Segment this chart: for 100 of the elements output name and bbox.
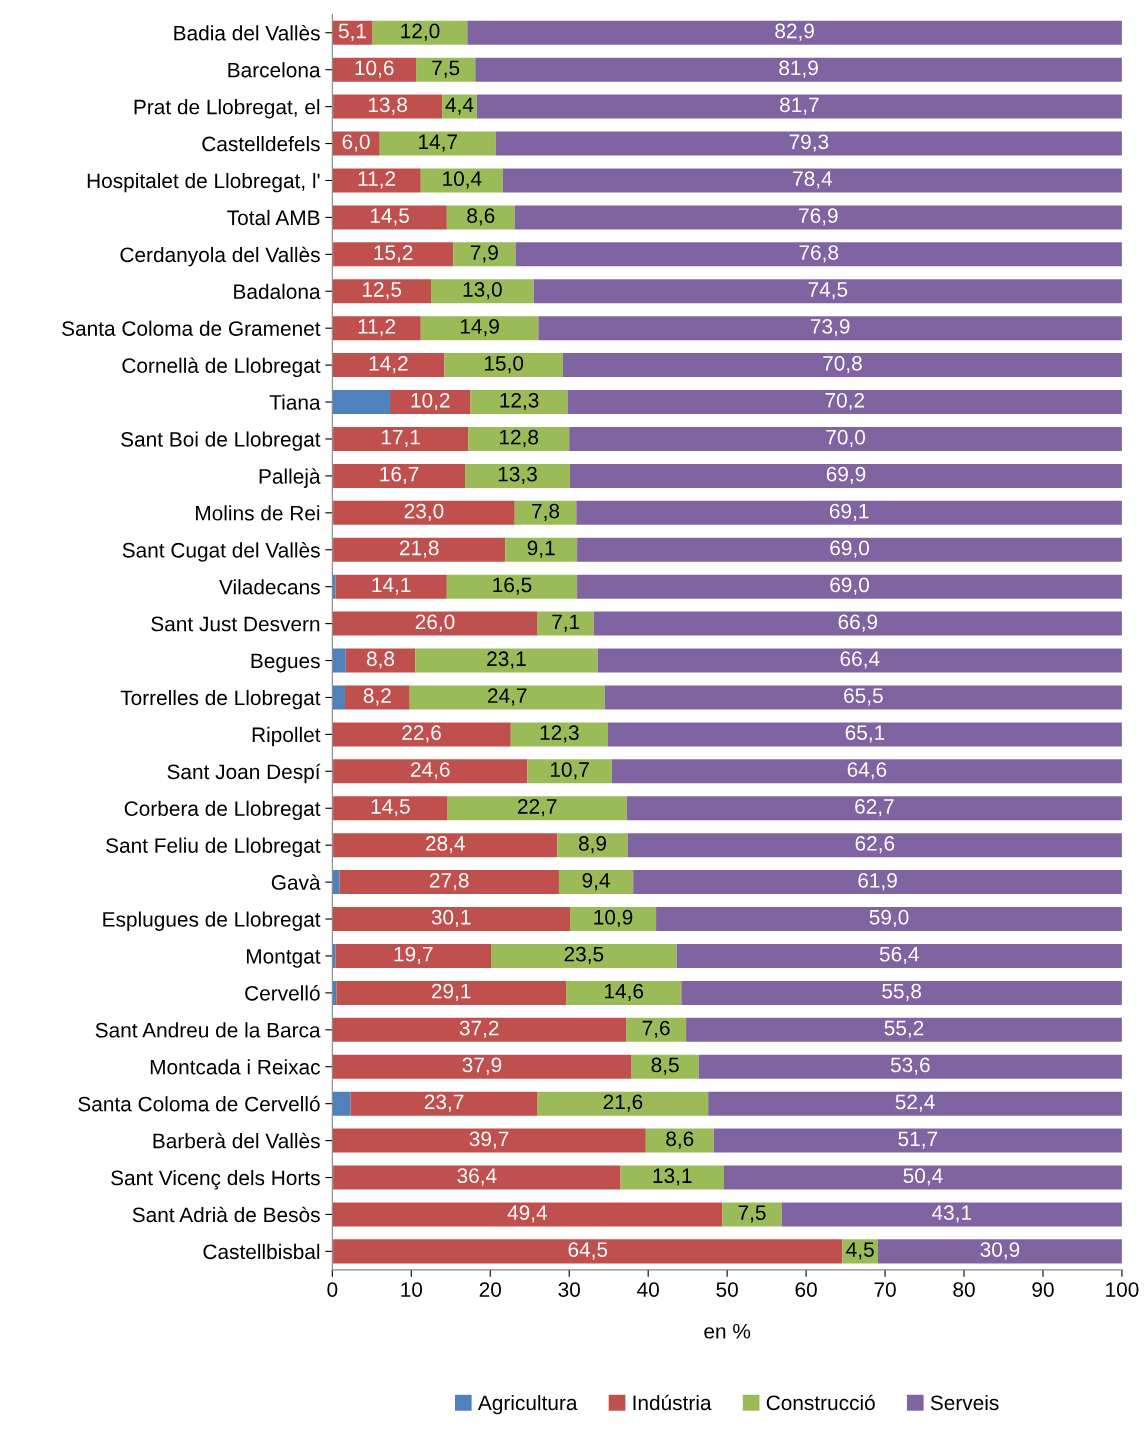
y-tick-label: Sant Boi de Llobregat [121, 431, 321, 451]
data-label: 56,4 [879, 946, 919, 965]
y-tick-label: Cervelló [245, 985, 320, 1001]
data-label: 27,8 [429, 872, 469, 891]
data-label: 12,5 [363, 282, 402, 300]
data-label: 7,8 [532, 503, 560, 521]
data-label: 7,6 [642, 1020, 670, 1038]
data-label: 12,3 [540, 725, 579, 743]
x-tick-label: 70 [874, 1282, 896, 1297]
data-label: 43,1 [931, 1205, 972, 1223]
data-label: 66,4 [840, 651, 880, 669]
data-label: 62,6 [855, 836, 895, 854]
x-tick-label: 80 [953, 1282, 975, 1297]
data-label: 29,1 [431, 983, 471, 1001]
x-axis-title: en % [704, 1323, 751, 1339]
y-tick-label: Badalona [234, 283, 321, 300]
data-label: 36,4 [457, 1168, 497, 1186]
data-label: 14,7 [419, 134, 457, 152]
y-tick-label: Prat de Llobregat, el [134, 99, 320, 119]
data-label: 15,2 [374, 245, 413, 263]
x-tick-label: 100 [1106, 1282, 1139, 1297]
data-label: 10,9 [594, 909, 633, 928]
data-label: 13,3 [498, 466, 537, 484]
data-label: 70,2 [825, 392, 865, 411]
y-tick-label: Pallejà [259, 468, 321, 488]
data-label: 4,5 [846, 1242, 874, 1260]
data-label: 8,5 [651, 1057, 679, 1075]
data-label: 59,0 [869, 909, 909, 928]
data-label: 24,7 [488, 688, 527, 706]
data-label: 12,3 [500, 392, 539, 411]
data-label: 23,1 [487, 651, 526, 669]
data-label: 69,1 [829, 503, 869, 521]
x-tick-label: 30 [558, 1282, 580, 1297]
data-label: 39,7 [469, 1131, 509, 1149]
data-label: 23,5 [564, 946, 604, 965]
data-label: 74,5 [808, 282, 848, 300]
data-label: 7,5 [432, 60, 460, 78]
data-label: 26,0 [415, 614, 455, 632]
data-label: 13,8 [368, 97, 407, 115]
data-label: 53,6 [890, 1057, 930, 1075]
data-label: 37,9 [462, 1057, 502, 1075]
data-label: 10,4 [443, 171, 482, 189]
data-label: 13,0 [463, 282, 502, 300]
y-tick-label: Sant Adrià de Besòs [132, 1206, 320, 1223]
data-label: 9,4 [582, 872, 610, 891]
y-tick-label: Total AMB [227, 209, 320, 226]
data-label: 24,6 [411, 762, 450, 780]
data-label: 78,4 [793, 171, 833, 189]
x-tick-label: 40 [637, 1282, 659, 1297]
data-label: 14,9 [460, 319, 499, 337]
data-label: 17,1 [381, 430, 420, 448]
data-label: 51,7 [898, 1131, 938, 1149]
data-label: 69,9 [826, 466, 866, 484]
data-label: 9,1 [527, 540, 555, 558]
data-label: 14,5 [371, 799, 410, 817]
data-label: 11,2 [358, 171, 396, 189]
data-label: 16,7 [380, 466, 419, 484]
data-label: 55,2 [884, 1020, 924, 1038]
data-label: 8,2 [363, 688, 391, 706]
y-tick-label: Montgat [246, 949, 321, 968]
data-label: 61,9 [858, 872, 897, 891]
x-tick-label: 10 [401, 1282, 423, 1297]
legend-label: Agricultura [477, 1394, 578, 1415]
y-tick-label: Sant Andreu de la Barca [95, 1022, 321, 1038]
data-label: 8,8 [366, 651, 395, 669]
y-tick-label: Torrelles de Llobregat [120, 689, 321, 710]
data-label: 22,6 [402, 725, 441, 743]
data-label: 4,4 [445, 97, 474, 115]
y-tick-label: Santa Coloma de Gramenet [62, 320, 321, 336]
y-tick-label: Sant Cugat del Vallès [122, 542, 320, 562]
data-label: 14,2 [369, 355, 408, 374]
y-tick-label: Barberà del Vallès [153, 1132, 320, 1149]
data-label: 49,4 [507, 1205, 548, 1223]
legend-label: Serveis [930, 1394, 999, 1411]
data-label: 37,2 [459, 1020, 499, 1038]
data-label: 81,9 [779, 60, 818, 78]
data-label: 62,7 [855, 799, 894, 817]
data-label: 52,4 [895, 1094, 935, 1112]
data-label: 23,0 [404, 503, 444, 521]
y-tick-label: Begues [251, 653, 320, 673]
data-label: 73,9 [810, 319, 850, 337]
data-label: 8,6 [666, 1131, 694, 1149]
data-label: 21,6 [603, 1094, 643, 1112]
data-label: 30,1 [431, 909, 471, 928]
data-label: 28,4 [426, 836, 465, 854]
y-tick-label: Ripollet [252, 726, 321, 747]
y-tick-label: Sant Vicenç dels Horts [111, 1169, 320, 1190]
data-label: 82,9 [775, 23, 814, 41]
data-label: 11,2 [358, 319, 396, 337]
data-label: 12,0 [401, 23, 440, 41]
data-label: 12,8 [500, 429, 539, 448]
y-tick-label: Sant Joan Despí [167, 763, 321, 784]
data-label: 7,1 [552, 614, 580, 632]
data-label: 66,9 [838, 614, 878, 632]
data-label: 81,7 [780, 97, 819, 115]
x-tick-label: 20 [479, 1282, 502, 1297]
y-tick-label: Sant Just Desvern [151, 616, 320, 632]
data-label: 6,0 [342, 134, 370, 152]
data-label: 50,4 [903, 1168, 943, 1186]
data-label: 7,5 [738, 1205, 766, 1223]
